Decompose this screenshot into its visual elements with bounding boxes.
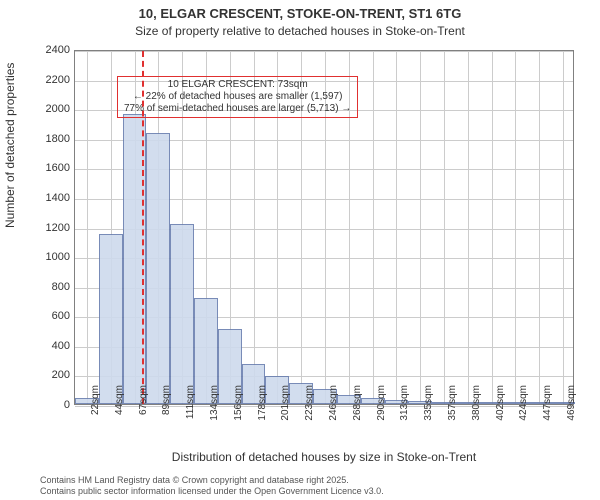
- y-tick-label: 400: [52, 340, 70, 352]
- plot-area: 10 ELGAR CRESCENT: 73sqm← 22% of detache…: [74, 50, 574, 405]
- x-tick-label: 380sqm: [471, 385, 482, 435]
- gridline-v: [539, 51, 540, 404]
- histogram-bar: [170, 224, 194, 404]
- y-tick-label: 1200: [46, 222, 70, 234]
- annotation-line: ← 22% of detached houses are smaller (1,…: [124, 91, 351, 103]
- y-tick-label: 2200: [46, 74, 70, 86]
- x-tick-label: 402sqm: [495, 385, 506, 435]
- histogram-bar: [146, 133, 170, 404]
- gridline-h: [75, 51, 573, 52]
- annotation-line: 77% of semi-detached houses are larger (…: [124, 103, 351, 115]
- x-tick-label: 313sqm: [399, 385, 410, 435]
- y-tick-label: 1000: [46, 251, 70, 263]
- x-tick-label: 469sqm: [566, 385, 577, 435]
- gridline-v: [373, 51, 374, 404]
- x-tick-label: 268sqm: [352, 385, 363, 435]
- y-tick-label: 800: [52, 281, 70, 293]
- chart-title: 10, ELGAR CRESCENT, STOKE-ON-TRENT, ST1 …: [0, 6, 600, 21]
- histogram-bar: [99, 234, 123, 404]
- gridline-v: [396, 51, 397, 404]
- x-tick-label: 111sqm: [185, 385, 196, 435]
- chart-container: 10, ELGAR CRESCENT, STOKE-ON-TRENT, ST1 …: [0, 0, 600, 500]
- y-tick-label: 0: [64, 399, 70, 411]
- chart-subtitle: Size of property relative to detached ho…: [0, 24, 600, 38]
- y-tick-label: 2000: [46, 103, 70, 115]
- gridline-v: [444, 51, 445, 404]
- caption-line1: Contains HM Land Registry data © Crown c…: [40, 475, 384, 485]
- gridline-v: [420, 51, 421, 404]
- x-tick-label: 67sqm: [138, 385, 149, 435]
- x-tick-label: 357sqm: [447, 385, 458, 435]
- y-tick-label: 1400: [46, 192, 70, 204]
- gridline-v: [468, 51, 469, 404]
- caption: Contains HM Land Registry data © Crown c…: [40, 475, 384, 496]
- x-tick-label: 246sqm: [328, 385, 339, 435]
- y-tick-label: 1800: [46, 133, 70, 145]
- x-tick-label: 156sqm: [233, 385, 244, 435]
- x-tick-label: 424sqm: [518, 385, 529, 435]
- marker-annotation: 10 ELGAR CRESCENT: 73sqm← 22% of detache…: [117, 76, 358, 118]
- x-tick-label: 223sqm: [304, 385, 315, 435]
- gridline-v: [87, 51, 88, 404]
- x-tick-label: 178sqm: [257, 385, 268, 435]
- y-tick-label: 2400: [46, 44, 70, 56]
- gridline-v: [515, 51, 516, 404]
- x-tick-label: 22sqm: [90, 385, 101, 435]
- x-tick-label: 290sqm: [376, 385, 387, 435]
- gridline-v: [563, 51, 564, 404]
- annotation-line: 10 ELGAR CRESCENT: 73sqm: [124, 79, 351, 91]
- y-tick-label: 600: [52, 310, 70, 322]
- y-tick-label: 200: [52, 369, 70, 381]
- x-tick-label: 447sqm: [542, 385, 553, 435]
- y-tick-label: 1600: [46, 162, 70, 174]
- x-tick-label: 335sqm: [423, 385, 434, 435]
- x-tick-label: 89sqm: [161, 385, 172, 435]
- x-tick-label: 134sqm: [209, 385, 220, 435]
- caption-line2: Contains public sector information licen…: [40, 486, 384, 496]
- x-tick-label: 201sqm: [280, 385, 291, 435]
- x-tick-label: 44sqm: [114, 385, 125, 435]
- x-axis-title: Distribution of detached houses by size …: [74, 450, 574, 464]
- gridline-v: [492, 51, 493, 404]
- y-axis-title: Number of detached properties: [3, 63, 17, 228]
